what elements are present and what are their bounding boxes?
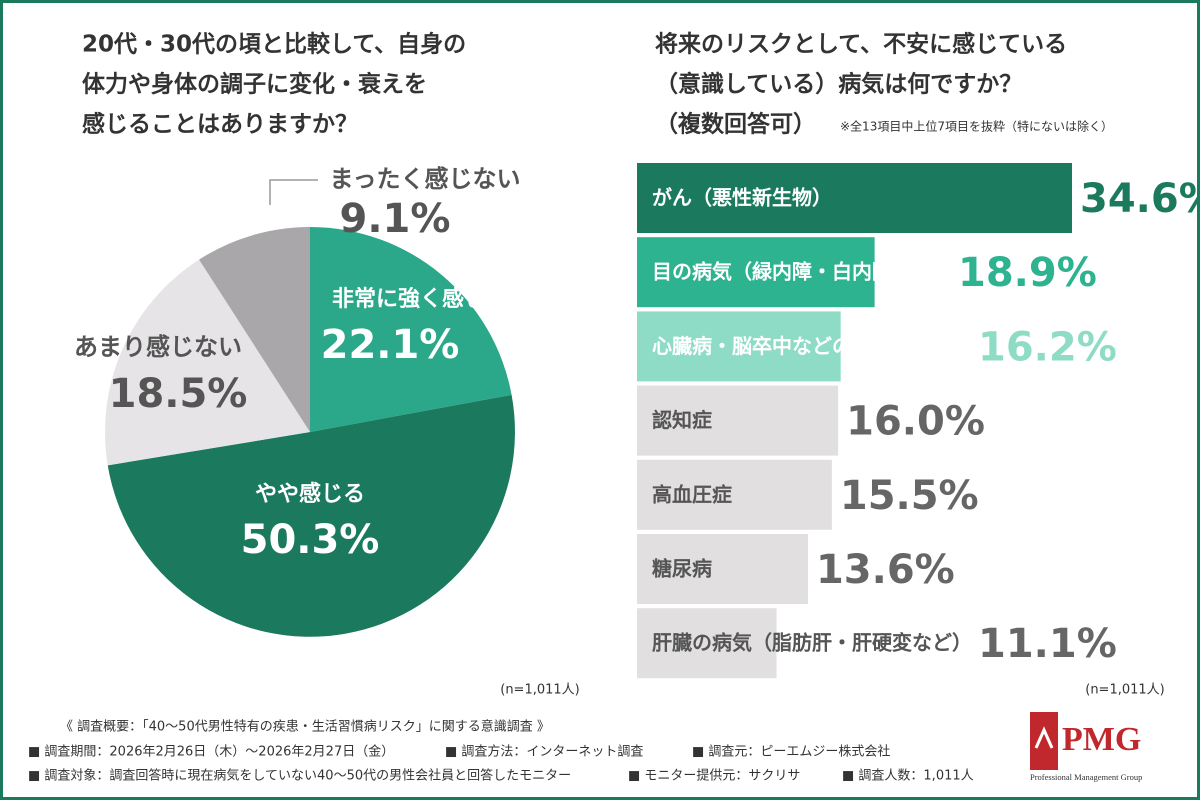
footer-item: ■ 調査期間：2026年2月26日（木）～2026年2月27日（金） [28, 744, 394, 760]
footer-item: ■ 調査対象：調査回答時に現在病気をしていない40～50代の男性会社員と回答した… [28, 768, 571, 784]
bar-value: 11.1% [978, 621, 1117, 667]
logo-tagline: Professional Management Group [1030, 772, 1142, 782]
chart-note: ※全13項目中上位7項目を抜粋（特にないは除く） [840, 119, 1113, 134]
bar-label: 認知症 [652, 408, 712, 432]
bar-value: 34.6% [1080, 176, 1200, 222]
pie-slice [199, 227, 310, 432]
sample-size: (n=1,011人) [1085, 683, 1165, 698]
bar [637, 385, 839, 456]
pie-slice [107, 394, 515, 637]
bar-label: 心臓病・脳卒中などの循環器系疾患 [652, 334, 972, 358]
footer-item: ■ 調査元：ピーエムジー株式会社 [692, 744, 890, 760]
bar-value: 15.5% [840, 473, 979, 519]
logo-mark [1030, 712, 1058, 770]
bar-value: 16.2% [978, 324, 1117, 370]
chart-title: 感じることはありますか？ [82, 111, 358, 138]
bar [637, 163, 1072, 233]
bar-label: 糖尿病 [652, 557, 712, 581]
slice-value: 22.1% [321, 322, 460, 368]
pie-slice [105, 259, 310, 466]
footer-item: ■ モニター提供元：サクリサ [628, 768, 800, 784]
bar [637, 311, 841, 382]
bar [637, 608, 777, 679]
footer-title: 《 調査概要：「40～50代男性特有の疾患・生活習慣病リスク」に関する意識調査 … [60, 719, 550, 735]
slice-label: 非常に強く感じる [332, 286, 508, 312]
sample-size: (n=1,011人) [500, 683, 580, 698]
leader-line [269, 179, 318, 205]
bar-label: 肝臓の病気（脂肪肝・肝硬変など） [652, 631, 972, 655]
slice-label: やや感じる [255, 481, 365, 507]
slice-value: 9.1% [340, 196, 451, 242]
pie-slice [310, 227, 512, 432]
slice-value: 50.3% [241, 517, 380, 563]
chart-title: （複数回答可） [655, 111, 816, 138]
logo-mark [1034, 726, 1054, 749]
bar [637, 459, 832, 530]
chart-title: 体力や身体の調子に変化・衰えを [82, 71, 427, 98]
chart-title: 20代・30代の頃と比較して、自身の [82, 31, 466, 58]
bar-label: 目の病気（緑内障・白内障など） [652, 260, 952, 284]
logo-name: PMG [1062, 721, 1141, 758]
bar-value: 13.6% [816, 547, 955, 593]
chart-title: （意識している）病気は何ですか？ [655, 71, 1022, 98]
bar-label: がん（悪性新生物） [652, 186, 832, 210]
footer-item: ■ 調査方法：インターネット調査 [445, 744, 643, 760]
slice-label: あまり感じない [74, 333, 242, 361]
slice-label: まったく感じない [329, 165, 520, 193]
footer-item: ■ 調査人数：1,011人 [842, 769, 974, 784]
slice-value: 18.5% [109, 371, 248, 417]
bar [637, 534, 808, 604]
bar-value: 16.0% [846, 399, 985, 445]
bar [637, 237, 875, 308]
bar-value: 18.9% [958, 250, 1097, 296]
chart-title: 将来のリスクとして、不安に感じている [655, 31, 1067, 58]
bar-label: 高血圧症 [652, 482, 732, 506]
